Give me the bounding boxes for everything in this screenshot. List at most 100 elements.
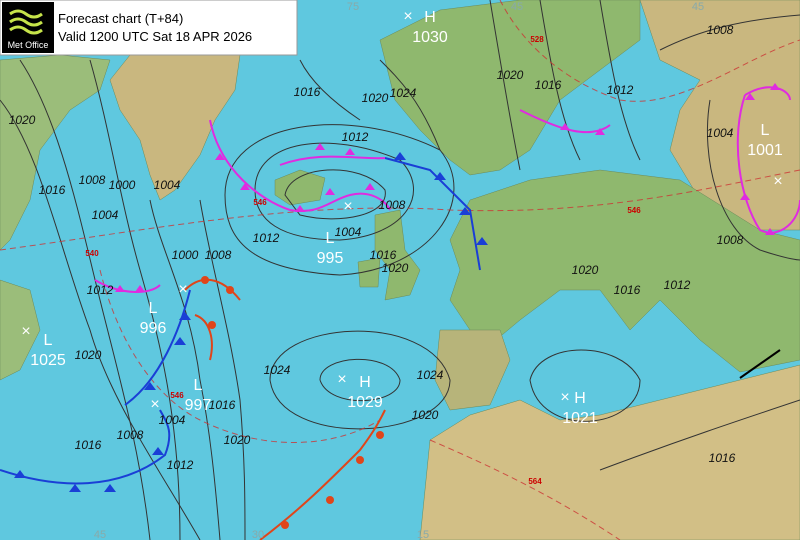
grid-label: 15	[417, 529, 429, 540]
isobar-label: 1004	[335, 225, 362, 239]
grid-label: 45	[511, 1, 523, 13]
front-symbol	[135, 285, 145, 292]
isobar-label: 1008	[717, 233, 744, 247]
isobar-label: 1020	[362, 91, 389, 105]
front-symbol	[765, 228, 775, 235]
center-pressure: 997	[185, 397, 212, 414]
chart-title: Forecast chart (T+84)	[58, 11, 183, 26]
front-symbol	[434, 172, 446, 180]
x: ×	[773, 173, 782, 190]
isobar	[599, 399, 800, 471]
front-segment	[739, 349, 781, 379]
land	[357, 257, 381, 288]
grid-label: 45	[94, 529, 106, 540]
center-pressure: 1029	[347, 394, 383, 411]
isobar-label: 1012	[167, 458, 194, 472]
isobar-label: 1016	[614, 283, 641, 297]
cold-front	[0, 409, 171, 485]
isobar	[599, 0, 641, 161]
center-pressure: 996	[140, 320, 167, 337]
logo-wave	[9, 25, 43, 35]
isobar-label: 1020	[412, 408, 439, 422]
thickness-label: 540	[85, 249, 99, 258]
x: ×	[560, 389, 569, 406]
grid-label: 75	[347, 1, 359, 13]
front-symbol	[325, 188, 335, 195]
isobar-label: 1020	[75, 348, 102, 362]
isobar-label: 1008	[379, 198, 406, 212]
logo-wave	[9, 9, 43, 19]
land	[0, 279, 41, 381]
warm-front	[259, 409, 386, 540]
isobar-label: 1012	[664, 278, 691, 292]
center-pressure: 1021	[562, 410, 598, 427]
logo	[2, 2, 54, 53]
occluded-front	[279, 155, 386, 166]
isobar-label: 1016	[294, 85, 321, 99]
isobar-label: 1004	[707, 126, 734, 140]
x: ×	[21, 323, 30, 340]
warm-front	[184, 278, 241, 301]
front-symbol	[365, 183, 375, 190]
isobar-label: 1016	[75, 438, 102, 452]
center-pressure: 1025	[30, 352, 66, 369]
front-symbol	[174, 337, 186, 345]
isobar	[19, 59, 151, 540]
isobar	[489, 0, 521, 171]
grid-label: 30	[252, 529, 264, 540]
logo-wave	[9, 17, 43, 27]
isobar-label: 1020	[572, 263, 599, 277]
center-type: L	[761, 122, 770, 139]
front-symbol	[740, 193, 750, 200]
center-pressure: 1030	[412, 29, 448, 46]
thickness-label: 546	[627, 206, 641, 215]
front-symbol	[152, 447, 164, 455]
front-symbol	[560, 123, 570, 130]
isobar-label: 1020	[224, 433, 251, 447]
isobar	[707, 99, 800, 261]
cold-front	[124, 289, 191, 406]
front-symbol	[208, 321, 216, 329]
isobar-label: 1008	[117, 428, 144, 442]
isobar	[319, 358, 401, 402]
land	[374, 209, 421, 301]
isobar-label: 1020	[9, 113, 36, 127]
x: ×	[403, 8, 412, 25]
isobar	[269, 330, 451, 430]
logo-text: Met Office	[8, 40, 49, 50]
isobar-label: 1024	[417, 368, 444, 382]
front-symbol	[115, 285, 125, 292]
isobar	[299, 59, 361, 121]
center-type: L	[326, 230, 335, 247]
front-symbol	[315, 143, 325, 150]
isobar	[539, 0, 581, 161]
front-symbol	[595, 128, 605, 135]
center-type: H	[359, 374, 371, 391]
isobar-label: 1012	[87, 283, 114, 297]
front-symbol	[770, 83, 780, 90]
isobar	[199, 199, 246, 540]
thickness-label: 564	[528, 477, 542, 486]
isobar	[379, 59, 441, 151]
land	[274, 169, 326, 206]
x: ×	[150, 396, 159, 413]
x: ×	[337, 371, 346, 388]
front-symbol	[326, 496, 334, 504]
center-pressure: 995	[317, 250, 344, 267]
occluded-front	[519, 109, 611, 134]
isobar-label: 1024	[264, 363, 291, 377]
front-symbol	[394, 152, 406, 160]
isobar	[529, 349, 641, 422]
front-symbol	[476, 237, 488, 245]
land	[434, 329, 511, 411]
front-symbol	[356, 456, 364, 464]
isobar-label: 1008	[205, 248, 232, 262]
isobar-label: 1016	[709, 451, 736, 465]
isobar-label: 1004	[154, 178, 181, 192]
front-symbol	[201, 276, 209, 284]
front-symbol	[179, 312, 191, 320]
x: ×	[343, 198, 352, 215]
front-symbol	[345, 148, 355, 155]
land	[109, 54, 241, 201]
